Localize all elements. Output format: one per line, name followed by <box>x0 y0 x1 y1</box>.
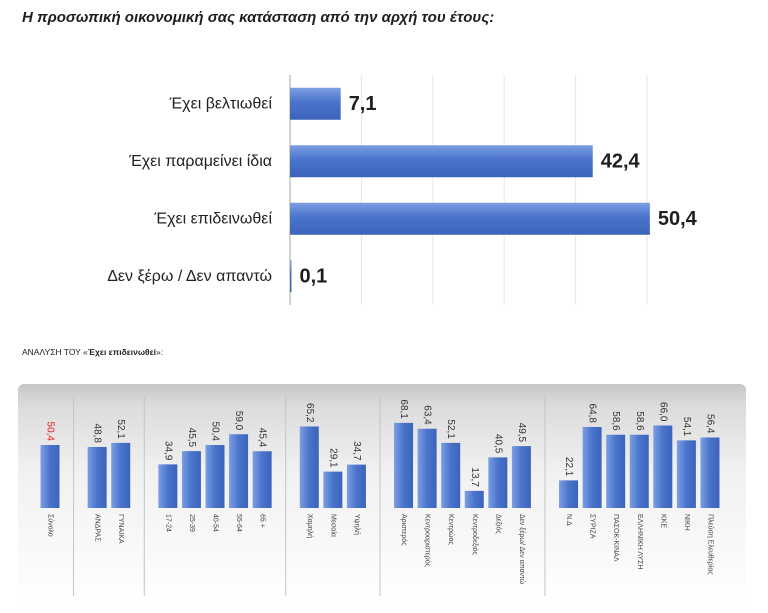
breakdown-title-prefix: ΑΝΑΛΥΣΗ ΤΟΥ « <box>22 347 88 357</box>
bar <box>323 471 343 508</box>
category-label: 17-24 <box>164 514 171 532</box>
value-label: 68,1 <box>398 399 409 419</box>
value-label: 45,4 <box>257 428 268 448</box>
category-label: Δεξιός <box>494 514 502 534</box>
category-label: Χαμηλή <box>306 514 313 538</box>
category-label: Έχει επιδεινωθεί <box>154 210 273 227</box>
value-label: 52,1 <box>445 419 456 439</box>
bar <box>559 480 579 508</box>
category-label: ΓΥΝΑΙΚΑ <box>117 514 124 544</box>
bar <box>290 260 292 293</box>
bar <box>290 145 593 178</box>
value-label: 66,0 <box>657 402 668 422</box>
bar <box>40 445 60 508</box>
bar <box>111 442 131 508</box>
value-label: 56,4 <box>704 414 715 434</box>
bar <box>252 451 272 508</box>
value-label: 50,4 <box>45 422 56 442</box>
bar <box>299 426 319 508</box>
category-label: Έχει παραμείνει ίδια <box>128 153 272 170</box>
category-label: Σύνολο <box>47 514 55 537</box>
category-label: ΕΛΛΗΝΙΚΗ ΛΥΣΗ <box>636 514 643 570</box>
category-label: Αριστερός <box>400 514 408 546</box>
category-label: 40-54 <box>211 514 218 532</box>
value-label: 50,4 <box>658 208 698 230</box>
category-label: Κεντροαριστερός <box>424 514 432 568</box>
value-label: 13,7 <box>469 467 480 487</box>
category-label: ΝΙΚΗ <box>683 514 690 531</box>
value-label: 50,4 <box>209 422 220 442</box>
value-label: 54,1 <box>681 417 692 437</box>
bar <box>676 440 696 508</box>
category-label: Έχει βελτιωθεί <box>169 95 273 112</box>
bar <box>629 434 649 508</box>
category-label: Υψηλή <box>353 514 360 535</box>
bar <box>511 446 531 508</box>
value-label: 52,1 <box>115 419 126 439</box>
category-label: ΑΝΔΡΑΣ <box>94 514 101 542</box>
bar <box>488 457 508 508</box>
bar <box>87 447 107 508</box>
chart-title: Η προσωπική οικονομική σας κατάσταση από… <box>22 9 494 26</box>
category-label: Κεντροδεξιός <box>471 514 479 556</box>
bar <box>290 202 650 235</box>
value-label: 64,8 <box>587 404 598 424</box>
category-label: Ν.Δ <box>565 514 572 526</box>
category-label: ΚΚΕ <box>659 514 666 528</box>
category-label: Μεσαία <box>329 514 337 537</box>
bar <box>181 451 201 508</box>
value-label: 34,7 <box>351 441 362 461</box>
bar <box>582 427 602 508</box>
category-label: ΣΥΡΙΖΑ <box>589 514 596 539</box>
value-label: 45,5 <box>186 428 197 448</box>
top-bar-chart: Έχει βελτιωθεί 7,1 Έχει παραμείνει ίδια 42,… <box>107 75 698 305</box>
breakdown-bar-chart: 50,4 Σύνολο 48,8 ΑΝΔΡΑΣ 52,1 ΓΥΝΑΙΚΑ 34,9 17-24… <box>40 396 720 596</box>
value-label: 34,9 <box>162 441 173 461</box>
category-label: Πλεύση Ελευθερίας <box>706 514 714 575</box>
value-label: 49,5 <box>516 423 527 443</box>
bar <box>290 87 341 120</box>
bar <box>464 490 484 508</box>
value-label: 65,2 <box>304 403 315 423</box>
category-label: 55-64 <box>235 514 242 532</box>
value-label: 58,6 <box>610 411 621 431</box>
bar <box>441 442 461 508</box>
breakdown-title-suffix: »: <box>156 347 163 357</box>
value-label: 40,5 <box>492 434 503 454</box>
category-label: Δεν ξέρω / Δεν απαντώ <box>107 268 272 285</box>
bar <box>158 464 178 508</box>
value-label: 0,1 <box>300 265 328 287</box>
bar <box>346 464 366 508</box>
bar <box>205 445 225 508</box>
bar <box>417 428 437 508</box>
value-label: 29,1 <box>327 448 338 468</box>
value-label: 42,4 <box>601 150 641 172</box>
bar <box>606 434 626 508</box>
value-label: 59,0 <box>233 411 244 431</box>
value-label: 63,4 <box>422 405 433 425</box>
bar <box>229 434 249 508</box>
category-label: ΠΑΣΟΚ-ΚΙΝΑΛ <box>612 514 619 562</box>
value-label: 22,1 <box>563 457 574 477</box>
bar <box>394 422 414 508</box>
value-label: 7,1 <box>349 93 377 115</box>
category-label: Δεν ξέρω/ Δεν απαντώ <box>518 514 526 585</box>
breakdown-panel <box>18 384 746 606</box>
category-label: 65 + <box>259 514 266 528</box>
breakdown-title: ΑΝΑΛΥΣΗ ΤΟΥ «Έχει επιδεινωθεί»: <box>22 347 163 357</box>
bar <box>653 425 673 508</box>
value-label: 58,6 <box>634 411 645 431</box>
category-label: 25-39 <box>188 514 195 532</box>
category-label: Κεντρώος <box>447 514 455 545</box>
value-label: 48,8 <box>92 424 103 444</box>
bar <box>700 437 720 508</box>
breakdown-title-emphasis: Έχει επιδεινωθεί <box>88 347 157 357</box>
